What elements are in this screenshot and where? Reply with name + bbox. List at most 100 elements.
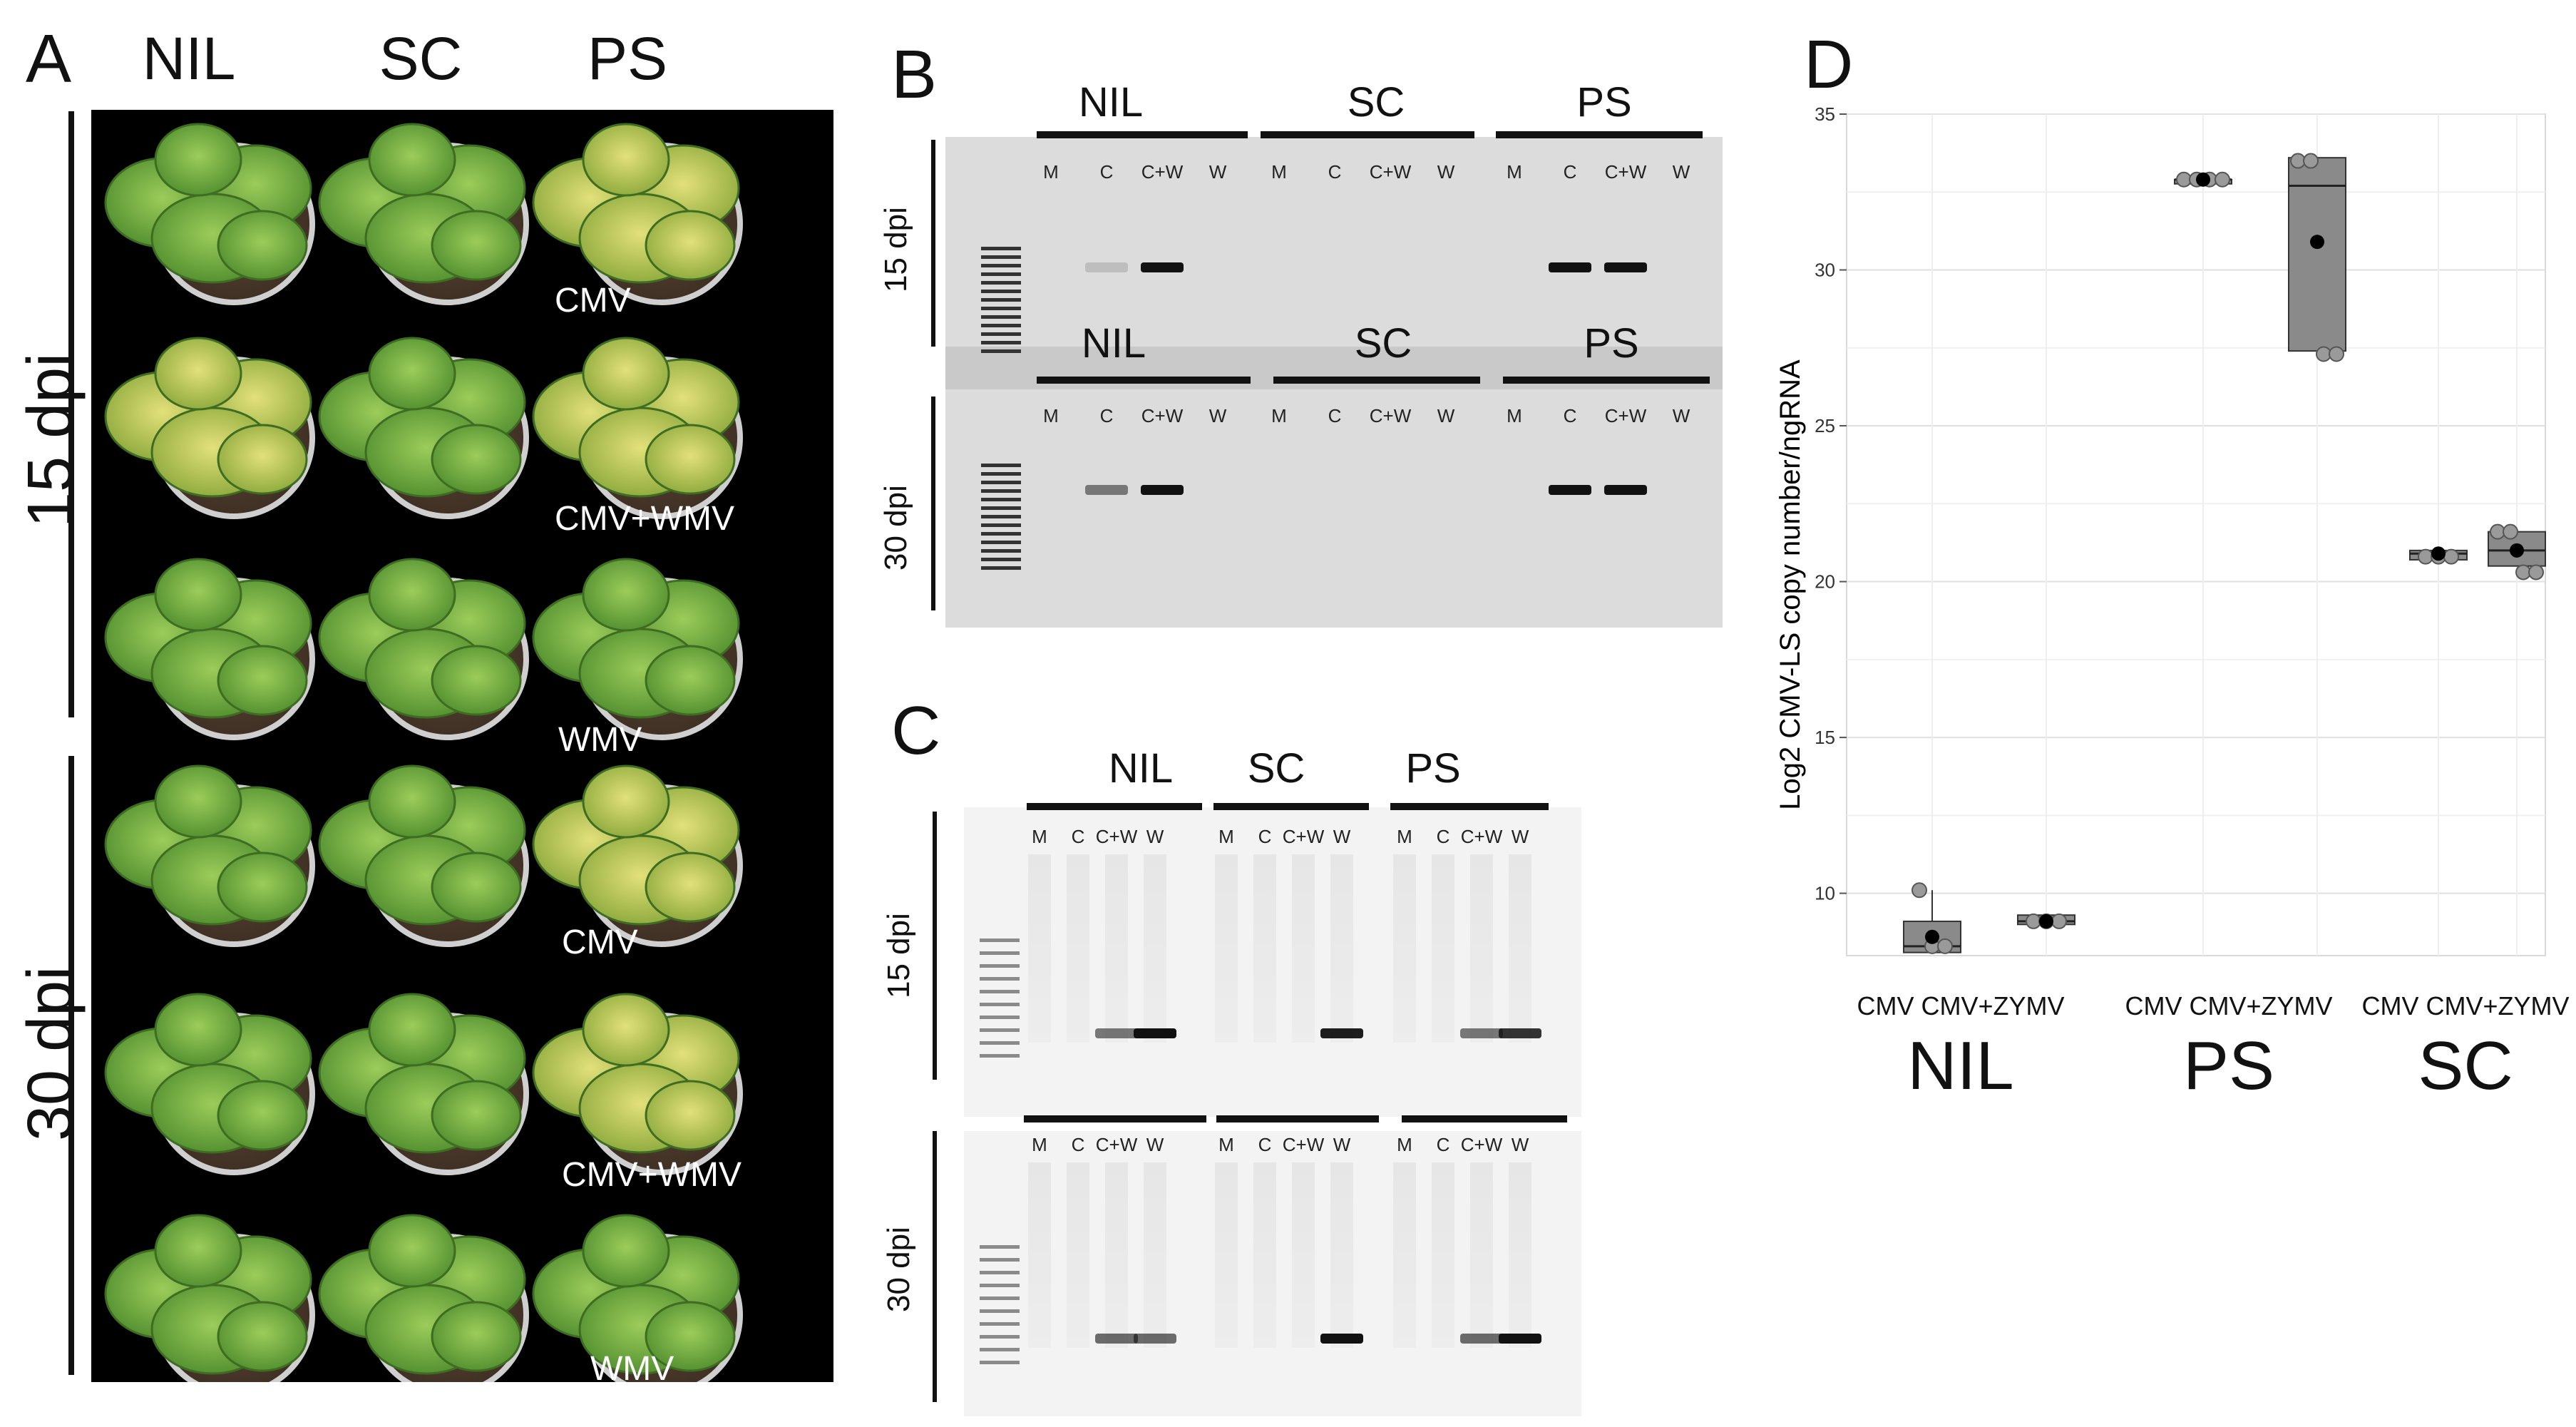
gel-c-30dpi-bar — [933, 1131, 937, 1402]
lane-smear — [1393, 854, 1416, 1043]
treatment-label-cmv-15: CMV — [555, 282, 631, 319]
lane-label-w: W — [1672, 161, 1690, 183]
mean-point — [1925, 929, 1939, 944]
y-axis-label: Log2 CMV-LS copy number/ngRNA — [1775, 359, 1806, 810]
plant-photo — [532, 558, 743, 740]
lane-smear — [1292, 1162, 1315, 1348]
lane-smear — [1292, 854, 1315, 1043]
gel-band — [1460, 1028, 1503, 1038]
lane-label-cplusw: C+W — [1282, 826, 1325, 847]
lane-smear — [1509, 854, 1531, 1043]
gel-c-bot-nil-bar — [1024, 1115, 1206, 1122]
gel-c-top-sc: SC — [1247, 745, 1305, 792]
data-point — [1912, 882, 1927, 899]
lane-label-w: W — [1146, 1134, 1164, 1155]
gel-b-top-nil-bar — [1037, 131, 1248, 138]
gel-band — [1460, 1334, 1503, 1344]
lane-label-m: M — [1507, 405, 1522, 426]
gel-band — [1141, 485, 1184, 495]
treatment-label-cmv-30: CMV — [562, 924, 638, 961]
gel-b-bot-nil: NIL — [1081, 320, 1146, 367]
gel-b-bot-sc-bar — [1273, 377, 1480, 384]
box-ps-cmvpluszymv — [2288, 153, 2346, 362]
panel-a-col-ps: PS — [587, 25, 668, 92]
mean-point — [2431, 546, 2446, 561]
y-tick-label: 35 — [1815, 103, 1835, 125]
plant-photo — [318, 558, 529, 740]
gel-b-bot-nil-bar — [1037, 377, 1251, 384]
lane-label-m: M — [1507, 161, 1522, 183]
lane-label-w: W — [1672, 405, 1690, 426]
lane-label-c: C — [1071, 1134, 1085, 1155]
lane-smear — [1432, 1162, 1454, 1348]
lane-smear — [1330, 1162, 1353, 1348]
plant-photo — [104, 558, 315, 740]
gel-b-top-sc: SC — [1347, 79, 1405, 126]
lane-label-c: C — [1099, 405, 1114, 426]
lane-smear — [1144, 854, 1166, 1043]
lane-label-cplusw: C+W — [1141, 405, 1184, 426]
gel-b-bot-ps-bar — [1503, 377, 1710, 384]
lane-label-cplusw: C+W — [1095, 826, 1138, 847]
treatment-label-wmv-30: WMV — [590, 1350, 674, 1388]
lane-label-w: W — [1437, 161, 1455, 183]
lane-label-c: C — [1328, 405, 1342, 426]
plant-photo — [104, 1214, 315, 1396]
gel-band — [1134, 1334, 1176, 1344]
panel-a-15dpi-bar — [68, 111, 74, 717]
lane-label-c: C — [1099, 161, 1114, 183]
lane-label-m: M — [1271, 405, 1287, 426]
group-label-sc: SC — [2418, 1028, 2513, 1104]
lane-label-m: M — [1218, 1134, 1234, 1155]
lane-smear — [1253, 854, 1276, 1043]
panel-a-row-15dpi: 15 dpi — [15, 352, 86, 528]
lane-label-w: W — [1511, 826, 1529, 847]
lane-label-cplusw: C+W — [1369, 161, 1412, 183]
lane-label-c: C — [1258, 1134, 1272, 1155]
panel-a-row-30dpi: 30 dpi — [15, 966, 86, 1141]
lane-label-w: W — [1437, 405, 1455, 426]
gel-c-15dpi-bar — [933, 812, 937, 1080]
lane-label-m: M — [1032, 1134, 1047, 1155]
y-tick-label: 10 — [1815, 883, 1835, 904]
plant-photos-illustration — [104, 123, 743, 1396]
lane-label-cplusw: C+W — [1095, 1134, 1138, 1155]
gel-b-row-30dpi: 30 dpi — [878, 485, 913, 571]
mean-point — [2510, 543, 2524, 558]
gel-band — [1085, 485, 1128, 495]
group-label-ps: PS — [2182, 1028, 2275, 1104]
gel-band — [1134, 1028, 1176, 1038]
panel-c-letter: C — [891, 692, 941, 769]
treatment-label-wmv-15: WMV — [558, 721, 642, 759]
plant-photo — [532, 1214, 743, 1396]
lane-smear — [1470, 854, 1493, 1043]
y-tick-label: 20 — [1815, 571, 1835, 593]
lane-smear — [1509, 1162, 1531, 1348]
lane-label-m: M — [1043, 161, 1059, 183]
lane-smear — [1105, 1162, 1128, 1348]
gel-b-row-15dpi: 15 dpi — [878, 207, 913, 292]
data-point — [2303, 153, 2319, 169]
gel-band — [1320, 1028, 1363, 1038]
data-point — [2528, 564, 2544, 580]
lane-smear — [1144, 1162, 1166, 1348]
plant-photo — [532, 123, 743, 305]
lane-smear — [1253, 1162, 1276, 1348]
data-point — [2215, 171, 2230, 188]
data-point — [2503, 523, 2518, 540]
gel-b-top-nil: NIL — [1078, 79, 1144, 126]
gel-b-bot-sc: SC — [1354, 320, 1412, 367]
gel-c-top-ps: PS — [1405, 745, 1461, 792]
lane-label-cplusw: C+W — [1604, 405, 1647, 426]
gel-c-row-30dpi: 30 dpi — [881, 1227, 916, 1312]
lane-label-m: M — [1397, 1134, 1412, 1155]
data-point — [2443, 548, 2459, 565]
box-sc-cmvpluszymv — [2488, 523, 2546, 580]
gel-band — [1085, 262, 1128, 272]
gel-band — [1604, 262, 1647, 272]
gel-c-row-15dpi: 15 dpi — [881, 913, 916, 998]
plant-photo — [532, 993, 743, 1175]
plant-photo — [532, 764, 743, 947]
lane-smear — [1330, 854, 1353, 1043]
lane-label-c: C — [1563, 405, 1577, 426]
